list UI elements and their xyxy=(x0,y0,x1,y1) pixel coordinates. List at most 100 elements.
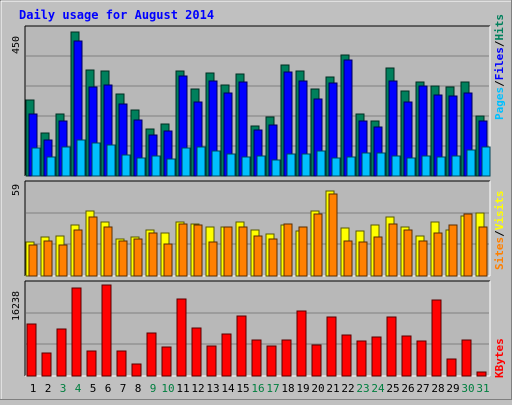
bar-pages-day-20 xyxy=(316,150,326,177)
bar-kbytes-day-23 xyxy=(356,340,367,377)
legend-sep: / xyxy=(493,80,506,87)
bar-pages-day-6 xyxy=(106,144,116,177)
x-tick-label-day-1: 1 xyxy=(30,382,37,395)
bar-kbytes-day-24 xyxy=(371,336,382,377)
bar-kbytes-day-3 xyxy=(56,328,67,377)
y-max-label-middle: 59 xyxy=(11,184,22,196)
bar-sites-day-15 xyxy=(238,226,248,277)
x-tick-label-day-17: 17 xyxy=(266,382,279,395)
legend-sep: / xyxy=(493,230,506,237)
bar-sites-day-31 xyxy=(478,226,488,277)
x-tick-label-day-14: 14 xyxy=(221,382,235,395)
x-tick-label-day-29: 29 xyxy=(446,382,459,395)
legend-pages: Pages xyxy=(493,87,506,120)
x-axis-day-labels: 1 2 3 4 5 6 7 8 9 10 11 12 13 14 15 16 17 18 19 20 21 22 23 24 2… xyxy=(30,382,490,395)
svg-text:Sites/Visits: Sites/Visits xyxy=(493,191,506,271)
x-tick-label-day-18: 18 xyxy=(281,382,294,395)
bar-kbytes-day-7 xyxy=(116,350,127,377)
bar-kbytes-day-21 xyxy=(326,316,337,377)
y-max-label-bottom: 16238 xyxy=(11,291,22,321)
legend-kbytes: KBytes xyxy=(493,338,506,378)
bar-kbytes-day-8 xyxy=(131,363,142,377)
panel-hits-files-pages xyxy=(24,25,491,177)
bar-sites-day-29 xyxy=(448,224,458,277)
bar-sites-day-22 xyxy=(343,240,353,277)
bar-sites-day-25 xyxy=(388,223,398,277)
bar-sites-day-8 xyxy=(133,238,143,277)
bar-kbytes-day-2 xyxy=(41,352,52,377)
bar-pages-day-31 xyxy=(481,146,491,177)
svg-text:Pages/Files/Hits: Pages/Files/Hits xyxy=(493,14,506,120)
x-tick-label-day-31: 31 xyxy=(476,382,489,395)
bar-pages-day-15 xyxy=(241,156,251,177)
bar-pages-day-9 xyxy=(151,155,161,177)
bar-pages-day-27 xyxy=(421,155,431,177)
bar-kbytes-day-19 xyxy=(296,310,307,377)
bar-sites-day-10 xyxy=(163,243,173,277)
bar-sites-day-11 xyxy=(178,223,188,277)
x-tick-label-day-12: 12 xyxy=(191,382,204,395)
x-tick-label-day-21: 21 xyxy=(326,382,339,395)
bar-sites-day-12 xyxy=(193,224,203,277)
x-tick-label-day-20: 20 xyxy=(311,382,324,395)
bar-kbytes-day-27 xyxy=(416,340,427,377)
bar-kbytes-day-6 xyxy=(101,284,112,377)
bar-pages-day-17 xyxy=(271,159,281,177)
x-tick-label-day-4: 4 xyxy=(75,382,82,395)
bar-sites-day-21 xyxy=(328,193,338,277)
bar-kbytes-day-28 xyxy=(431,299,442,377)
legend-sep: / xyxy=(493,40,506,47)
x-tick-label-day-10: 10 xyxy=(161,382,174,395)
panel-sites-visits xyxy=(24,180,491,277)
bar-pages-day-18 xyxy=(286,153,296,177)
bar-sites-day-7 xyxy=(118,240,128,277)
legend-sites: Sites xyxy=(493,237,506,270)
bar-kbytes-day-22 xyxy=(341,334,352,377)
bar-kbytes-day-16 xyxy=(251,339,262,377)
bar-pages-day-26 xyxy=(406,157,416,177)
y-max-label-top: 450 xyxy=(11,36,22,54)
x-tick-label-day-27: 27 xyxy=(416,382,429,395)
bar-sites-day-30 xyxy=(463,213,473,277)
bar-sites-day-5 xyxy=(88,216,98,277)
bar-kbytes-day-15 xyxy=(236,315,247,377)
bar-sites-day-16 xyxy=(253,235,263,277)
bar-kbytes-day-10 xyxy=(161,346,172,377)
bar-sites-day-1 xyxy=(28,244,38,277)
x-tick-label-day-7: 7 xyxy=(120,382,127,395)
bar-kbytes-day-5 xyxy=(86,350,97,377)
bar-sites-day-17 xyxy=(268,238,278,277)
bar-pages-day-30 xyxy=(466,149,476,177)
bar-pages-day-16 xyxy=(256,155,266,177)
bar-pages-day-25 xyxy=(391,155,401,177)
bar-kbytes-day-18 xyxy=(281,339,292,377)
bar-pages-day-12 xyxy=(196,146,206,177)
bar-kbytes-day-17 xyxy=(266,345,277,377)
bar-pages-day-14 xyxy=(226,153,236,177)
x-tick-label-day-25: 25 xyxy=(386,382,399,395)
panel-kbytes xyxy=(24,280,491,377)
bar-pages-day-3 xyxy=(61,146,71,177)
bar-sites-day-19 xyxy=(298,226,308,277)
bar-sites-day-9 xyxy=(148,232,158,277)
x-tick-label-day-16: 16 xyxy=(251,382,264,395)
bar-pages-day-8 xyxy=(136,157,146,177)
bar-kbytes-day-4 xyxy=(71,287,82,377)
bar-pages-day-10 xyxy=(166,158,176,177)
bar-kbytes-day-12 xyxy=(191,327,202,377)
bar-kbytes-day-30 xyxy=(461,339,472,377)
x-tick-label-day-22: 22 xyxy=(341,382,354,395)
x-tick-label-day-24: 24 xyxy=(371,382,385,395)
x-tick-label-day-9: 9 xyxy=(150,382,157,395)
legend-top: Pages/Files/Hits xyxy=(493,14,506,120)
bar-sites-day-3 xyxy=(58,244,68,277)
bar-kbytes-day-31 xyxy=(476,371,487,377)
bar-sites-day-2 xyxy=(43,240,53,277)
bar-sites-day-24 xyxy=(373,236,383,277)
bar-kbytes-day-13 xyxy=(206,345,217,377)
bar-sites-day-18 xyxy=(283,223,293,277)
bar-kbytes-day-25 xyxy=(386,316,397,377)
bar-kbytes-day-1 xyxy=(26,323,37,377)
bar-pages-day-11 xyxy=(181,147,191,177)
